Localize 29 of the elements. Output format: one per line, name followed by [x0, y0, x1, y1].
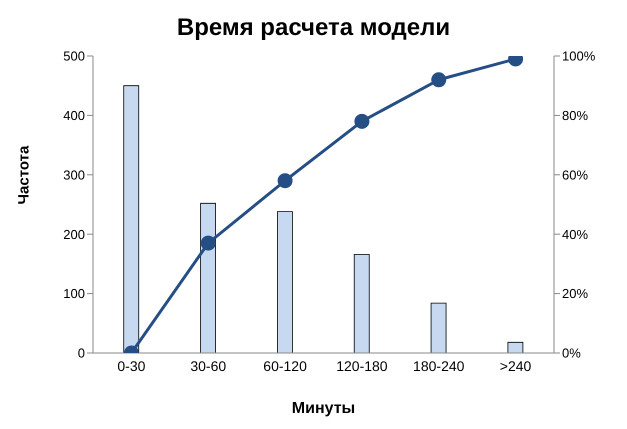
chart-title: Время расчета модели	[176, 13, 452, 43]
bar	[430, 302, 446, 353]
bar	[123, 85, 140, 353]
bar	[200, 202, 216, 353]
y2-tick-label: 80%	[562, 108, 588, 124]
y-axis-title: Частота	[15, 144, 32, 204]
x-tick-label: 0-30	[117, 358, 146, 374]
y-tick-label: 0	[78, 346, 85, 361]
x-tick-label: 120-180	[336, 358, 388, 374]
x-tick-label: 180-240	[413, 358, 465, 374]
y2-tick-label: 60%	[562, 167, 588, 182]
y-tick-label: 500	[63, 48, 85, 64]
y2-tick-label: 0%	[562, 346, 582, 361]
bar	[277, 211, 293, 353]
x-tick-label: >240	[500, 358, 532, 374]
point	[354, 114, 370, 129]
x-tick-label: 30-60	[190, 358, 226, 374]
x-axis-title: Минуты	[292, 400, 356, 417]
y-tick-label: 100	[63, 286, 85, 302]
y-tick-label: 200	[63, 226, 85, 242]
point	[278, 173, 293, 188]
bar	[508, 342, 524, 353]
y-tick-label: 400	[63, 108, 85, 124]
y2-tick-label: 100%	[562, 48, 596, 64]
x-tick-label: 60-120	[263, 358, 308, 374]
y2-tick-label: 40%	[562, 226, 588, 242]
y2-tick-label: 20%	[562, 286, 588, 302]
y-tick-label: 300	[63, 167, 85, 182]
bar	[354, 254, 370, 353]
